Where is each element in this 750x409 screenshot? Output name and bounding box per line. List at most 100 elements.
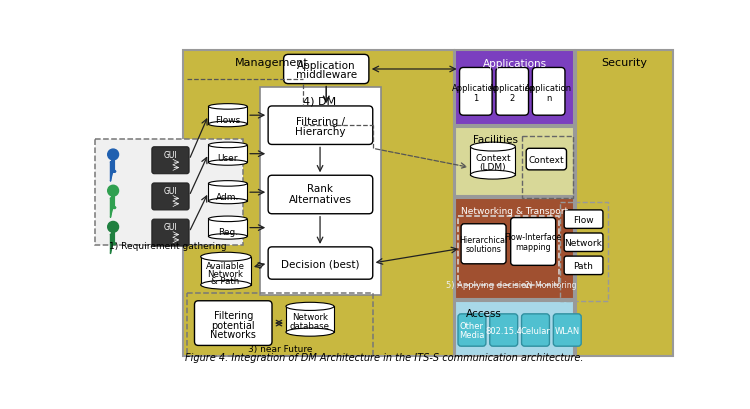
Text: 5) Applying decision: 5) Applying decision bbox=[446, 281, 532, 290]
Ellipse shape bbox=[209, 234, 248, 240]
Text: Networks: Networks bbox=[210, 329, 256, 339]
Ellipse shape bbox=[201, 281, 251, 290]
Text: Application: Application bbox=[489, 84, 536, 93]
Text: GUI: GUI bbox=[164, 187, 177, 196]
Text: GUI: GUI bbox=[164, 151, 177, 160]
Text: solutions: solutions bbox=[466, 244, 502, 253]
FancyBboxPatch shape bbox=[511, 218, 556, 266]
Text: Network: Network bbox=[565, 238, 602, 247]
Text: Network: Network bbox=[208, 269, 244, 278]
Text: Other: Other bbox=[460, 321, 484, 330]
Text: Context: Context bbox=[529, 155, 564, 164]
FancyArrowPatch shape bbox=[110, 162, 116, 182]
Text: (LDM): (LDM) bbox=[479, 163, 506, 172]
Text: Hierarchical: Hierarchical bbox=[460, 235, 508, 244]
FancyBboxPatch shape bbox=[460, 68, 492, 116]
Bar bbox=[522, 137, 573, 198]
Bar bbox=[455, 301, 574, 356]
FancyBboxPatch shape bbox=[532, 68, 565, 116]
FancyBboxPatch shape bbox=[458, 314, 486, 346]
Bar bbox=[209, 146, 248, 163]
Text: & Path: & Path bbox=[211, 276, 240, 285]
Bar bbox=[286, 307, 334, 332]
Text: Available: Available bbox=[206, 261, 245, 270]
Bar bbox=[455, 198, 574, 299]
Ellipse shape bbox=[209, 199, 248, 204]
FancyBboxPatch shape bbox=[490, 314, 518, 346]
FancyBboxPatch shape bbox=[564, 256, 603, 275]
Text: Application: Application bbox=[452, 84, 500, 93]
FancyBboxPatch shape bbox=[194, 301, 272, 346]
Bar bbox=[560, 203, 608, 301]
Text: Adm.: Adm. bbox=[216, 192, 239, 201]
Bar bbox=[458, 216, 559, 285]
FancyArrowPatch shape bbox=[110, 234, 116, 254]
Text: Celular: Celular bbox=[520, 326, 550, 335]
Text: Context: Context bbox=[475, 154, 511, 163]
Bar bbox=[95, 140, 242, 246]
Ellipse shape bbox=[201, 253, 251, 261]
Ellipse shape bbox=[286, 303, 334, 311]
Text: Networking & Transport: Networking & Transport bbox=[461, 207, 568, 216]
Circle shape bbox=[108, 222, 118, 233]
FancyBboxPatch shape bbox=[284, 55, 369, 84]
FancyBboxPatch shape bbox=[268, 247, 373, 279]
Text: User: User bbox=[217, 154, 238, 163]
Bar bbox=[470, 147, 515, 175]
FancyBboxPatch shape bbox=[496, 68, 529, 116]
Bar bbox=[260, 88, 380, 295]
Text: Applications: Applications bbox=[482, 59, 547, 69]
Circle shape bbox=[108, 150, 118, 160]
Bar bbox=[209, 219, 248, 237]
Text: database: database bbox=[290, 321, 330, 330]
Text: 4) DM: 4) DM bbox=[304, 97, 337, 107]
Bar bbox=[187, 293, 373, 356]
Text: Flow: Flow bbox=[573, 215, 594, 224]
Text: Rank: Rank bbox=[307, 184, 333, 194]
Ellipse shape bbox=[470, 143, 515, 152]
Text: Application: Application bbox=[525, 84, 572, 93]
Text: mapping: mapping bbox=[515, 242, 551, 251]
Bar bbox=[209, 184, 248, 202]
Text: Filtering /: Filtering / bbox=[296, 117, 344, 127]
Text: Figure 4. Integration of DM Architecture in the ITS-S communication architecture: Figure 4. Integration of DM Architecture… bbox=[185, 352, 584, 362]
Text: Hierarchy: Hierarchy bbox=[295, 127, 345, 137]
Text: Security: Security bbox=[602, 58, 647, 68]
Text: Reg.: Reg. bbox=[217, 227, 238, 236]
Text: Flow-Interface: Flow-Interface bbox=[505, 233, 562, 242]
Ellipse shape bbox=[470, 171, 515, 180]
Ellipse shape bbox=[209, 160, 248, 166]
FancyBboxPatch shape bbox=[152, 220, 189, 247]
Text: Path: Path bbox=[574, 261, 593, 270]
Text: 3) near Future: 3) near Future bbox=[248, 344, 312, 353]
Text: Decision (best): Decision (best) bbox=[280, 258, 359, 268]
Text: Access: Access bbox=[466, 308, 502, 318]
Bar bbox=[201, 257, 251, 285]
Bar bbox=[455, 128, 574, 197]
Text: potential: potential bbox=[211, 320, 255, 330]
Bar bbox=[455, 51, 574, 126]
FancyBboxPatch shape bbox=[564, 210, 603, 229]
Ellipse shape bbox=[286, 328, 334, 336]
Ellipse shape bbox=[209, 122, 248, 128]
FancyBboxPatch shape bbox=[521, 314, 550, 346]
Ellipse shape bbox=[209, 216, 248, 222]
FancyBboxPatch shape bbox=[564, 234, 603, 252]
FancyBboxPatch shape bbox=[526, 149, 566, 171]
Ellipse shape bbox=[209, 104, 248, 110]
Text: Alternatives: Alternatives bbox=[289, 195, 352, 204]
Text: Management: Management bbox=[236, 58, 309, 68]
FancyBboxPatch shape bbox=[554, 314, 581, 346]
Text: Application: Application bbox=[297, 61, 356, 71]
Text: GUI: GUI bbox=[164, 223, 177, 232]
Bar bbox=[209, 107, 248, 125]
Text: Facilities: Facilities bbox=[473, 135, 518, 145]
Text: WLAN: WLAN bbox=[555, 326, 580, 335]
Text: Media: Media bbox=[459, 330, 484, 339]
FancyBboxPatch shape bbox=[152, 184, 189, 210]
Ellipse shape bbox=[209, 181, 248, 187]
Circle shape bbox=[108, 186, 118, 197]
Text: 802.15.4: 802.15.4 bbox=[485, 326, 522, 335]
Text: middleware: middleware bbox=[296, 70, 357, 79]
Text: 1) Requirement gathering: 1) Requirement gathering bbox=[110, 241, 227, 250]
